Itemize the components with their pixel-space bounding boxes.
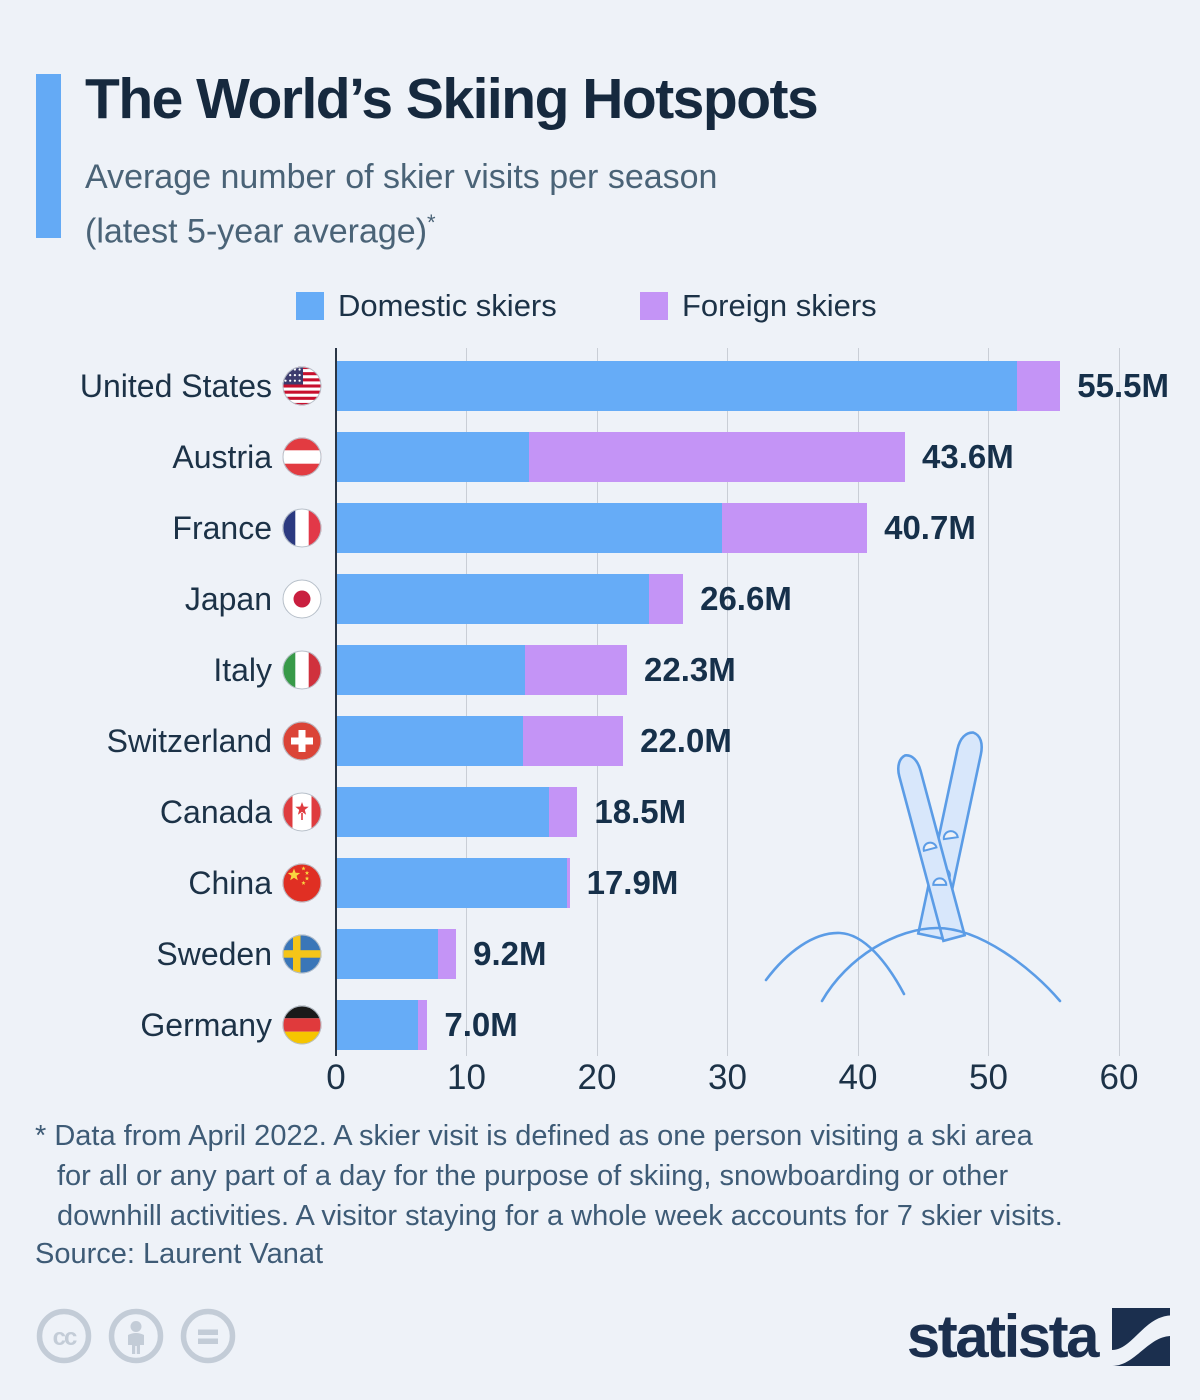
legend-swatch-foreign bbox=[640, 292, 668, 320]
bar-domestic-france bbox=[336, 503, 723, 553]
bar-foreign-japan bbox=[649, 574, 684, 624]
x-tick-20: 20 bbox=[577, 1058, 617, 1097]
value-label-france: 40.7M bbox=[884, 509, 976, 546]
bar-domestic-japan bbox=[336, 574, 650, 624]
country-label-united-states: United States bbox=[79, 368, 272, 404]
source-line: Source: Laurent Vanat bbox=[35, 1238, 324, 1270]
footnote-line-1: * Data from April 2022. A skier visit is… bbox=[35, 1120, 1033, 1152]
x-tick-60: 60 bbox=[1099, 1058, 1139, 1097]
value-label-italy: 22.3M bbox=[644, 651, 736, 688]
legend-item-domestic: Domestic skiers bbox=[296, 288, 557, 324]
subtitle-line-1: Average number of skier visits per seaso… bbox=[85, 158, 718, 196]
bar-domestic-china bbox=[336, 858, 567, 908]
snow-mound-large bbox=[820, 926, 1062, 1003]
snow-mound-small bbox=[764, 931, 906, 996]
bar-domestic-germany bbox=[336, 1000, 419, 1050]
flag-icon-se bbox=[282, 934, 322, 974]
ski-right bbox=[896, 754, 967, 943]
flag-icon-cn bbox=[282, 863, 322, 903]
bar-foreign-china bbox=[567, 858, 570, 908]
x-tick-50: 50 bbox=[969, 1058, 1008, 1097]
gridline-50 bbox=[988, 348, 989, 1056]
value-label-austria: 43.6M bbox=[922, 438, 1014, 475]
value-label-japan: 26.6M bbox=[700, 580, 792, 617]
y-axis-line bbox=[335, 348, 337, 1056]
country-label-france: France bbox=[172, 510, 272, 546]
gridline-30 bbox=[727, 348, 728, 1056]
value-label-germany: 7.0M bbox=[444, 1006, 518, 1043]
page-title: The World’s Skiing Hotspots bbox=[85, 67, 819, 131]
legend-item-foreign: Foreign skiers bbox=[640, 288, 877, 324]
chart-subtitle: Average number of skier visits per seaso… bbox=[85, 155, 1085, 254]
footnote-marker: * bbox=[427, 210, 436, 235]
country-label-austria: Austria bbox=[172, 439, 272, 475]
bar-domestic-canada bbox=[336, 787, 549, 837]
bar-foreign-sweden bbox=[437, 929, 457, 979]
country-label-sweden: Sweden bbox=[156, 936, 272, 972]
country-label-canada: Canada bbox=[159, 794, 272, 830]
gridline-20 bbox=[596, 348, 598, 1056]
bar-foreign-switzerland bbox=[522, 716, 624, 766]
no-derivatives-icon[interactable] bbox=[180, 1308, 236, 1364]
value-label-sweden: 9.2M bbox=[473, 935, 547, 972]
flag-icon-jp bbox=[282, 579, 322, 619]
bar-domestic-austria bbox=[336, 432, 530, 482]
country-label-switzerland: Switzerland bbox=[106, 723, 272, 759]
footnote-line-2: for all or any part of a day for the pur… bbox=[57, 1160, 1009, 1192]
bar-domestic-switzerland bbox=[336, 716, 523, 766]
x-tick-30: 30 bbox=[708, 1058, 747, 1097]
footnote: * Data from April 2022. A skier visit is… bbox=[35, 1116, 1175, 1236]
country-label-italy: Italy bbox=[213, 652, 272, 688]
bar-foreign-italy bbox=[525, 645, 627, 695]
gridline-60 bbox=[1118, 348, 1120, 1056]
statista-logo[interactable]: statista bbox=[850, 1294, 1170, 1370]
legend-label-foreign: Foreign skiers bbox=[682, 288, 877, 323]
x-tick-40: 40 bbox=[838, 1058, 878, 1097]
value-label-china: 17.9M bbox=[586, 864, 679, 901]
svg-text:cc: cc bbox=[53, 1324, 77, 1351]
flag-icon-ch bbox=[282, 721, 322, 761]
country-label-china: China bbox=[188, 865, 272, 901]
value-label-canada: 18.5M bbox=[594, 793, 687, 830]
bar-foreign-austria bbox=[529, 432, 905, 482]
statista-logo-mark bbox=[1112, 1308, 1170, 1366]
bar-foreign-germany bbox=[418, 1000, 428, 1050]
legend-swatch-domestic bbox=[296, 292, 324, 320]
legend-label-domestic: Domestic skiers bbox=[338, 288, 557, 323]
country-label-japan: Japan bbox=[184, 581, 272, 617]
flag-icon-us bbox=[282, 366, 322, 406]
value-label-switzerland: 22.0M bbox=[640, 722, 732, 759]
flag-icon-de bbox=[282, 1005, 322, 1045]
bar-domestic-italy bbox=[336, 645, 526, 695]
flag-icon-fr bbox=[282, 508, 322, 548]
x-tick-0: 0 bbox=[326, 1058, 346, 1097]
license-icons: cc bbox=[36, 1308, 236, 1364]
cc-icon[interactable]: cc bbox=[36, 1308, 92, 1364]
bar-foreign-united-states bbox=[1017, 361, 1061, 411]
subtitle-line-2: (latest 5-year average)* bbox=[85, 210, 436, 251]
bar-foreign-france bbox=[722, 503, 868, 553]
flag-icon-at bbox=[282, 437, 322, 477]
attribution-icon[interactable] bbox=[108, 1308, 164, 1364]
gridline-10 bbox=[466, 348, 467, 1056]
footnote-line-3: downhill activities. A visitor staying f… bbox=[57, 1200, 1063, 1232]
gridline-40 bbox=[857, 348, 859, 1056]
flag-icon-it bbox=[282, 650, 322, 690]
ski-illustration bbox=[764, 731, 1062, 1003]
country-label-germany: Germany bbox=[140, 1007, 272, 1043]
statista-wordmark: statista bbox=[906, 1303, 1100, 1370]
x-tick-10: 10 bbox=[447, 1058, 486, 1097]
title-accent-bar bbox=[36, 74, 61, 238]
bar-foreign-canada bbox=[548, 787, 578, 837]
flag-icon-ca bbox=[282, 792, 322, 832]
bar-domestic-sweden bbox=[336, 929, 438, 979]
value-label-united-states: 55.5M bbox=[1077, 367, 1170, 404]
bar-domestic-united-states bbox=[336, 361, 1018, 411]
